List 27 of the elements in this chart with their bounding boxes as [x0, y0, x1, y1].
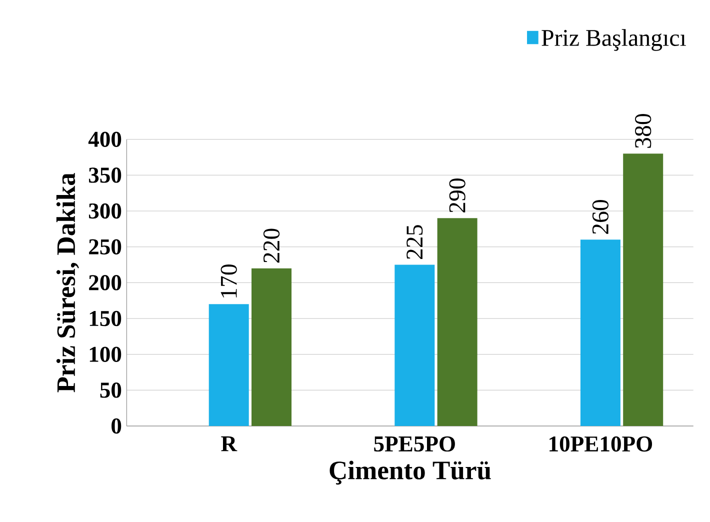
y-tick-label: 350 — [88, 168, 122, 183]
y-tick-label: 100 — [90, 346, 122, 362]
legend-label: Priz Başlangıcı — [542, 29, 686, 51]
bar — [623, 154, 664, 426]
y-tick-label: 300 — [88, 203, 122, 219]
x-tick-label: R — [221, 436, 238, 452]
data-label: 380 — [635, 114, 652, 148]
x-tick-label: 5PE5PO — [374, 436, 455, 452]
bar — [252, 268, 292, 426]
data-label: 290 — [449, 178, 466, 212]
bar — [580, 240, 620, 426]
y-tick-label: 400 — [88, 132, 122, 147]
x-axis-title: Çimento Türü — [330, 460, 491, 485]
bar — [437, 218, 478, 426]
data-label: 260 — [592, 200, 609, 234]
y-tick-label: 50 — [100, 382, 122, 398]
data-label: 170 — [220, 264, 237, 298]
y-tick-label: 250 — [89, 239, 122, 254]
y-tick-label: 0 — [112, 418, 122, 434]
data-label: 220 — [263, 228, 280, 263]
data-label: 225 — [406, 225, 423, 260]
x-tick-label: 10PE10PO — [550, 436, 652, 452]
bar — [394, 264, 435, 426]
y-tick-label: 200 — [89, 275, 122, 290]
bar — [208, 304, 249, 426]
y-axis-title: Priz Süresi, Dakika — [56, 173, 79, 392]
y-tick-label: 150 — [90, 310, 122, 326]
